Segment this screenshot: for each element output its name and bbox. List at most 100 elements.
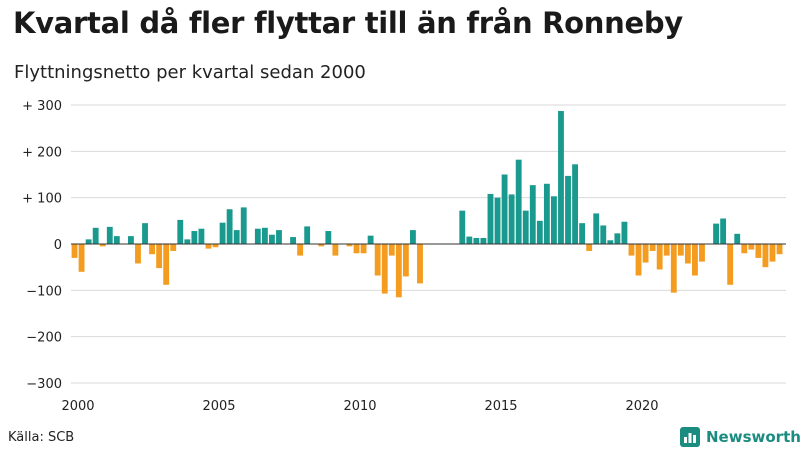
bar [522,210,529,244]
bar [565,175,571,244]
bar [600,225,607,244]
bar [417,244,423,284]
bar [635,244,642,276]
bar [318,244,325,247]
bar [529,185,536,244]
bar [205,244,212,249]
bar [769,244,776,262]
bar [656,244,663,270]
bar [410,230,416,244]
bar [699,244,705,262]
bar [254,228,261,244]
y-tick-label: + 300 [22,99,62,114]
bar [741,244,748,254]
bar [149,244,155,255]
x-tick-label: 2005 [202,399,235,414]
bar [128,236,134,244]
brand-logo: Newsworthy [680,426,800,448]
bar [142,223,148,244]
bar [261,227,268,244]
source-label: Källa: SCB [8,430,75,445]
bar [233,230,240,244]
bar [762,244,769,268]
x-tick-label: 2020 [625,399,658,414]
bar [551,196,557,244]
newsworthy-logo-icon [680,427,700,447]
bar [572,164,578,244]
bar [71,244,78,258]
bar [692,244,698,276]
bar [360,244,367,254]
bars [71,111,783,298]
bar [473,237,480,244]
bar [649,244,656,251]
bar [494,197,501,244]
bar [466,236,473,244]
bar [374,244,381,276]
bar [621,221,628,244]
x-axis-labels: 2000 2005 2010 2015 2020 [61,399,658,414]
bar [212,244,219,248]
bar [713,223,719,244]
bar [480,237,487,244]
bar [325,231,332,244]
bar [642,244,649,263]
bar [297,244,304,256]
bar [226,209,233,244]
bar [240,207,247,244]
bar [395,244,402,298]
bar [459,210,466,244]
bar [184,239,191,244]
bar [78,244,85,272]
y-tick-label: + 200 [22,145,62,160]
bar [734,233,741,244]
bar [85,239,92,244]
bar [677,244,684,256]
bar [586,244,593,251]
bar [163,244,170,285]
bar [501,174,508,244]
bar [663,244,670,256]
bar [381,244,388,294]
bar [614,233,621,244]
bar [755,244,762,258]
y-tick-label: −300 [26,377,62,392]
bar [113,236,120,244]
y-tick-label: −100 [26,284,62,299]
bar [508,194,515,244]
bar [332,244,339,256]
bar [367,235,374,244]
bar [607,240,614,244]
bar [346,244,353,247]
bar [106,226,113,244]
bar [198,228,205,244]
bar [290,237,296,244]
bar [269,234,275,244]
bar [219,222,226,244]
bar [388,244,395,256]
bar [628,244,635,256]
y-tick-label: 0 [54,238,62,253]
y-tick-label: + 100 [22,192,62,207]
bar [156,244,163,269]
bar [177,219,184,244]
bar [487,193,494,244]
bar [536,220,543,244]
bar [720,218,727,244]
bar [353,244,360,254]
bar [276,230,282,244]
x-tick-label: 2000 [61,399,94,414]
bar [558,111,564,244]
bar [670,244,677,293]
y-axis-labels: + 300 + 200 + 100 0 −100 −200 −300 [22,99,62,392]
bar [135,244,141,264]
x-tick-label: 2010 [343,399,376,414]
chart-subtitle: Flyttningsnetto per kvartal sedan 2000 [14,62,366,83]
bar [579,223,586,244]
bar [776,244,783,255]
bar [92,227,99,244]
brand-name: Newsworthy [706,428,800,446]
bar [727,244,734,285]
grid-lines [71,104,786,384]
